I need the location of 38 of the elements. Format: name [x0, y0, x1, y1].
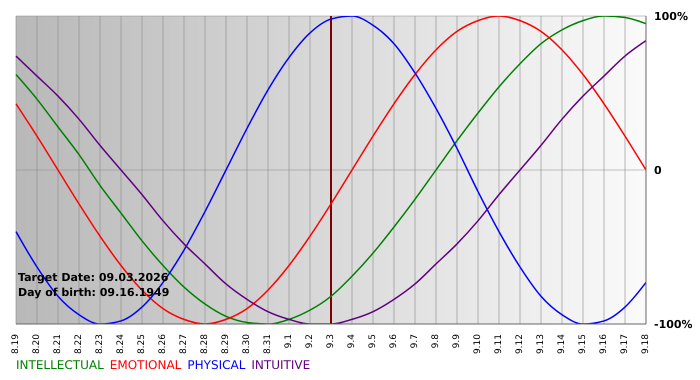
- x-tick-label: 9.14: [557, 334, 567, 354]
- x-tick-label: 8.26: [158, 334, 168, 354]
- x-tick-label: 8.27: [179, 334, 189, 354]
- x-tick-label: 9.3: [326, 334, 336, 348]
- x-tick-label: 9.8: [431, 334, 441, 348]
- x-tick-label: 8.29: [221, 334, 231, 354]
- x-tick-label: 9.5: [368, 334, 378, 348]
- x-tick-label: 9.15: [578, 334, 588, 354]
- x-tick-label: 8.31: [263, 334, 273, 354]
- x-tick-label: 9.1: [284, 334, 294, 348]
- y-tick-label: -100%: [654, 318, 693, 331]
- x-tick-label: 9.17: [620, 334, 630, 354]
- x-tick-label: 9.16: [599, 334, 609, 354]
- x-tick-label: 9.18: [641, 334, 651, 354]
- x-tick-label: 9.9: [452, 334, 462, 348]
- x-tick-label: 8.24: [116, 334, 126, 354]
- text: INTELLECTUAL: [16, 358, 104, 372]
- x-tick-label: 9.10: [473, 334, 483, 354]
- x-tick-label: 8.30: [242, 334, 252, 354]
- x-tick-label: 8.25: [137, 334, 147, 354]
- x-tick-label: 8.20: [32, 334, 42, 354]
- x-tick-label: 9.7: [410, 334, 420, 348]
- x-tick-label: 8.19: [11, 334, 21, 354]
- text: INTUITIVE: [251, 358, 310, 372]
- x-tick-label: 8.28: [200, 334, 210, 354]
- x-tick-label: 9.12: [515, 334, 525, 354]
- x-tick-label: 9.4: [347, 334, 357, 348]
- text: EMOTIONAL: [110, 358, 182, 372]
- text: PHYSICAL: [187, 358, 246, 372]
- x-tick-label: 9.2: [305, 334, 315, 348]
- x-tick-label: 9.13: [536, 334, 546, 354]
- x-tick-label: 9.6: [389, 334, 399, 348]
- y-tick-label: 100%: [654, 10, 688, 23]
- x-tick-label: 8.23: [95, 334, 105, 354]
- y-tick-label: 0: [654, 164, 662, 177]
- x-tick-label: 9.11: [494, 334, 504, 354]
- x-tick-label: 8.21: [53, 334, 63, 354]
- x-tick-label: 8.22: [74, 334, 84, 354]
